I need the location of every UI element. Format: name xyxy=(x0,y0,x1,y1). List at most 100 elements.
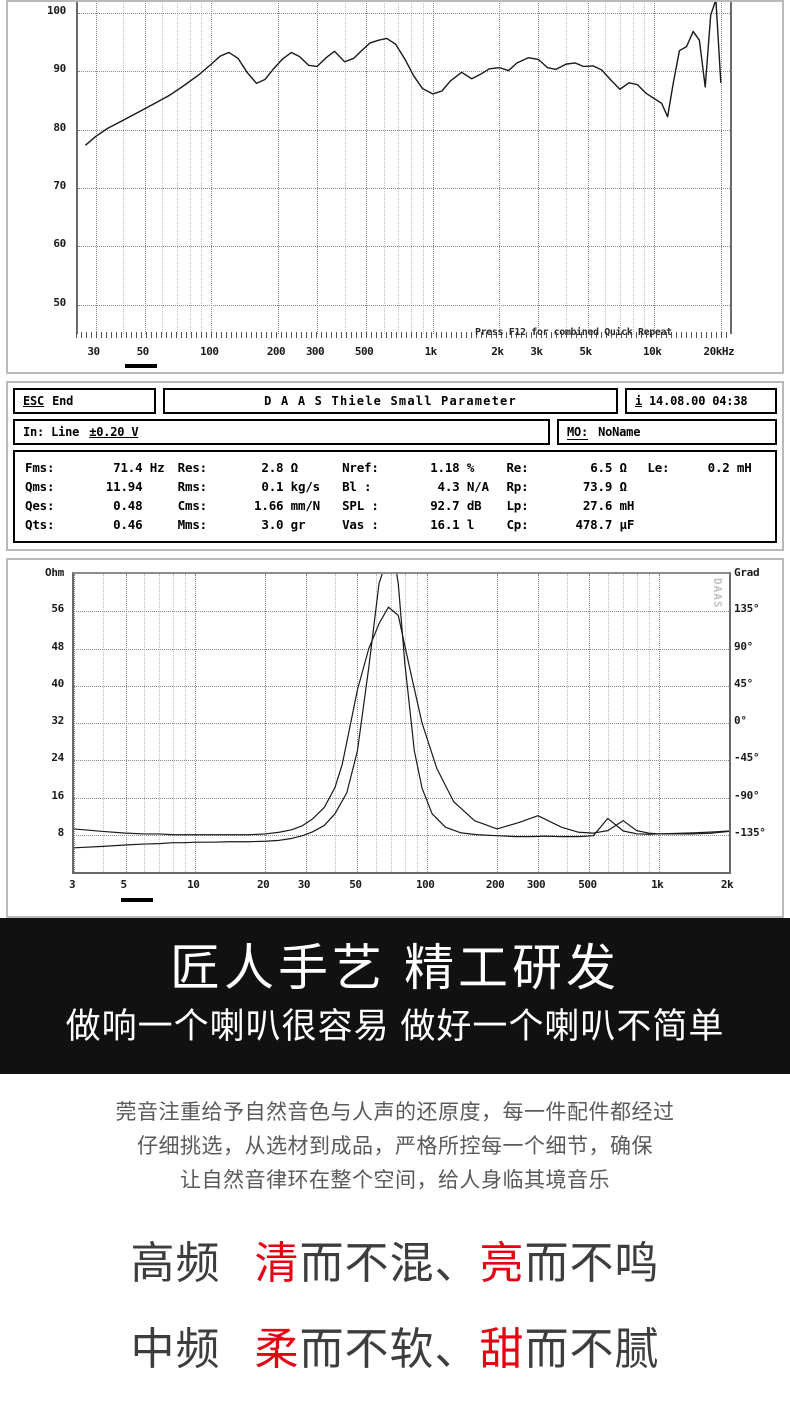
spl-y-tick-label: 50 xyxy=(53,295,66,309)
spl-chart-panel: 100 90 80 70 60 50 30 50 100 200 300 500 1k 2k 3k 5k 10… xyxy=(6,0,784,374)
phase-y-tick-label: 0° xyxy=(734,714,747,727)
parameter-value: 71.4 xyxy=(113,460,143,475)
feature-highlight: 清 xyxy=(254,1239,300,1288)
parameter-unit: l xyxy=(459,517,475,532)
spl-x-tick-label: 100 xyxy=(200,345,219,358)
parameter-key: Qts: xyxy=(25,517,62,532)
parameter-key: Nref: xyxy=(342,460,387,475)
parameter-value xyxy=(694,477,729,496)
description-line-1: 莞音注重给予自然音色与人声的还原度，每一件配件都经过 xyxy=(115,1101,675,1124)
feature-highlight: 甜 xyxy=(479,1325,525,1374)
feature-text: 而不混、 xyxy=(299,1239,480,1288)
parameter-unit xyxy=(730,515,765,534)
parameter-key xyxy=(647,477,694,496)
gridline-vertical-minor xyxy=(189,2,191,334)
gridline-vertical-minor xyxy=(278,2,279,334)
impedance-x-tick-label: 5 xyxy=(120,878,127,891)
phase-y-axis-title: Grad xyxy=(734,566,760,579)
gridline-vertical-minor xyxy=(587,2,589,334)
impedance-cursor-marker xyxy=(121,898,153,902)
gridline-horizontal xyxy=(74,834,729,836)
parameter-unit: Ω xyxy=(612,479,627,494)
impedance-x-tick-label: 30 xyxy=(297,878,311,891)
gridline-vertical-minor xyxy=(619,2,621,334)
spl-cursor-marker xyxy=(125,364,157,368)
parameter-key: Vas : xyxy=(342,517,387,532)
parameter-value: 92.7 xyxy=(430,498,460,513)
parameter-row: Fms: 71.4 Hz Res: 2.8 Ω Nref: 1.18 % Re: 6.… xyxy=(25,458,765,477)
esc-key-label: ESC xyxy=(23,394,45,408)
thiele-small-window: ESC End D A A S Thiele Small Parameter i… xyxy=(6,381,784,551)
feature-band-label: 高频 xyxy=(130,1239,221,1288)
datetime-field[interactable]: i 14.08.00 04:38 xyxy=(625,388,777,414)
curve-spl xyxy=(84,2,722,146)
feature-row: 高频 清而不混、亮而不鸣 xyxy=(0,1242,790,1286)
gridline-vertical-minor xyxy=(632,2,634,334)
feature-list: 高频 清而不混、亮而不鸣 中频 柔而不软、甜而不腻 xyxy=(0,1208,790,1372)
description-line-3: 让自然音律环在整个空间，给人身临其境音乐 xyxy=(180,1169,610,1192)
mo-value-label: NoName xyxy=(598,425,641,439)
input-level-value: ±0.20 V xyxy=(89,425,139,439)
parameter-unit: dB xyxy=(459,498,482,513)
gridline-horizontal xyxy=(78,188,730,189)
gridline-vertical-minor xyxy=(398,2,400,334)
parameter-key xyxy=(647,515,694,534)
marketing-banner: 匠人手艺 精工研发 做响一个喇叭很容易 做好一个喇叭不简单 xyxy=(0,918,790,1074)
parameter-key: Rp: xyxy=(506,479,536,494)
esc-end-button[interactable]: ESC End xyxy=(13,388,156,414)
feature-row: 中频 柔而不软、甜而不腻 xyxy=(0,1328,790,1372)
feature-text: 而不软、 xyxy=(299,1325,480,1374)
parameter-key: Cms: xyxy=(177,498,215,513)
description-line-2: 仔细挑选，从选材到成品，严格所控每一个细节，确保 xyxy=(137,1135,653,1158)
impedance-x-tick-label: 500 xyxy=(578,878,597,891)
spl-x-tick-label: 3k xyxy=(530,345,543,358)
parameter-unit: Hz xyxy=(142,460,165,475)
curve-impedance xyxy=(74,574,729,849)
gridline-horizontal xyxy=(78,129,730,131)
parameter-unit xyxy=(142,515,177,534)
parameter-key: SPL : xyxy=(342,498,387,513)
parameter-key: Qms: xyxy=(25,479,62,494)
parameter-value: 6.5 xyxy=(590,460,613,475)
parameter-key: Mms: xyxy=(177,517,215,532)
phase-y-tick-label: 135° xyxy=(734,602,760,616)
gridline-vertical xyxy=(654,2,656,334)
measurement-object-field[interactable]: MO: NoName xyxy=(557,419,777,445)
parameter-unit: gr xyxy=(283,517,306,532)
gridline-horizontal xyxy=(74,723,729,724)
gridline-horizontal xyxy=(74,760,729,762)
parameter-key: Qes: xyxy=(25,498,62,513)
parameter-unit: mH xyxy=(729,460,752,475)
parameter-unit: % xyxy=(459,460,475,475)
spl-x-tick-label: 300 xyxy=(305,345,325,358)
phase-y-tick-label: -45° xyxy=(734,751,760,765)
parameter-row: Qms: 11.94 Rms: 0.1 kg/s Bl : 4.3 N/A Rp: 7… xyxy=(25,477,765,496)
parameter-unit: Ω xyxy=(612,460,627,475)
parameter-value: 0.46 xyxy=(113,517,143,532)
parameter-value: 0.48 xyxy=(113,498,143,513)
spl-hint-text: Press F12 for combined Quick Repeat xyxy=(475,327,672,338)
gridline-horizontal xyxy=(78,246,730,248)
impedance-x-tick-label: 3 xyxy=(68,878,76,891)
gridline-vertical-minor xyxy=(605,2,607,334)
feature-text: 而不腻 xyxy=(524,1325,660,1374)
spl-y-tick-label: 70 xyxy=(53,179,66,192)
spl-x-tick-label: 200 xyxy=(266,345,286,358)
datetime-label: 14.08.00 04:38 xyxy=(649,394,748,408)
impedance-chart-panel: DAAS Ohm Grad 56 48 40 32 24 16 8 135° 90° 45° 0°… xyxy=(6,558,784,918)
gridline-vertical xyxy=(211,2,213,334)
banner-subline: 做响一个喇叭很容易 做好一个喇叭不简单 xyxy=(65,1007,725,1046)
ts-titlebar: ESC End D A A S Thiele Small Parameter i… xyxy=(13,388,777,414)
input-source-field[interactable]: In: Line ±0.20 V xyxy=(13,419,550,445)
parameter-value: 3.0 xyxy=(261,517,284,532)
feature-text: 而不鸣 xyxy=(524,1239,660,1288)
spl-x-tick-label: 1k xyxy=(424,345,438,358)
parameter-unit: Ω xyxy=(283,460,299,475)
parameter-value: 478.7 xyxy=(575,517,613,532)
impedance-x-tick-label: 100 xyxy=(416,878,435,891)
gridline-vertical-minor xyxy=(317,2,318,334)
impedance-y-tick-label: 48 xyxy=(51,639,64,653)
impedance-x-tick-label: 10 xyxy=(187,878,200,891)
spl-x-tick-label: 500 xyxy=(354,345,374,358)
